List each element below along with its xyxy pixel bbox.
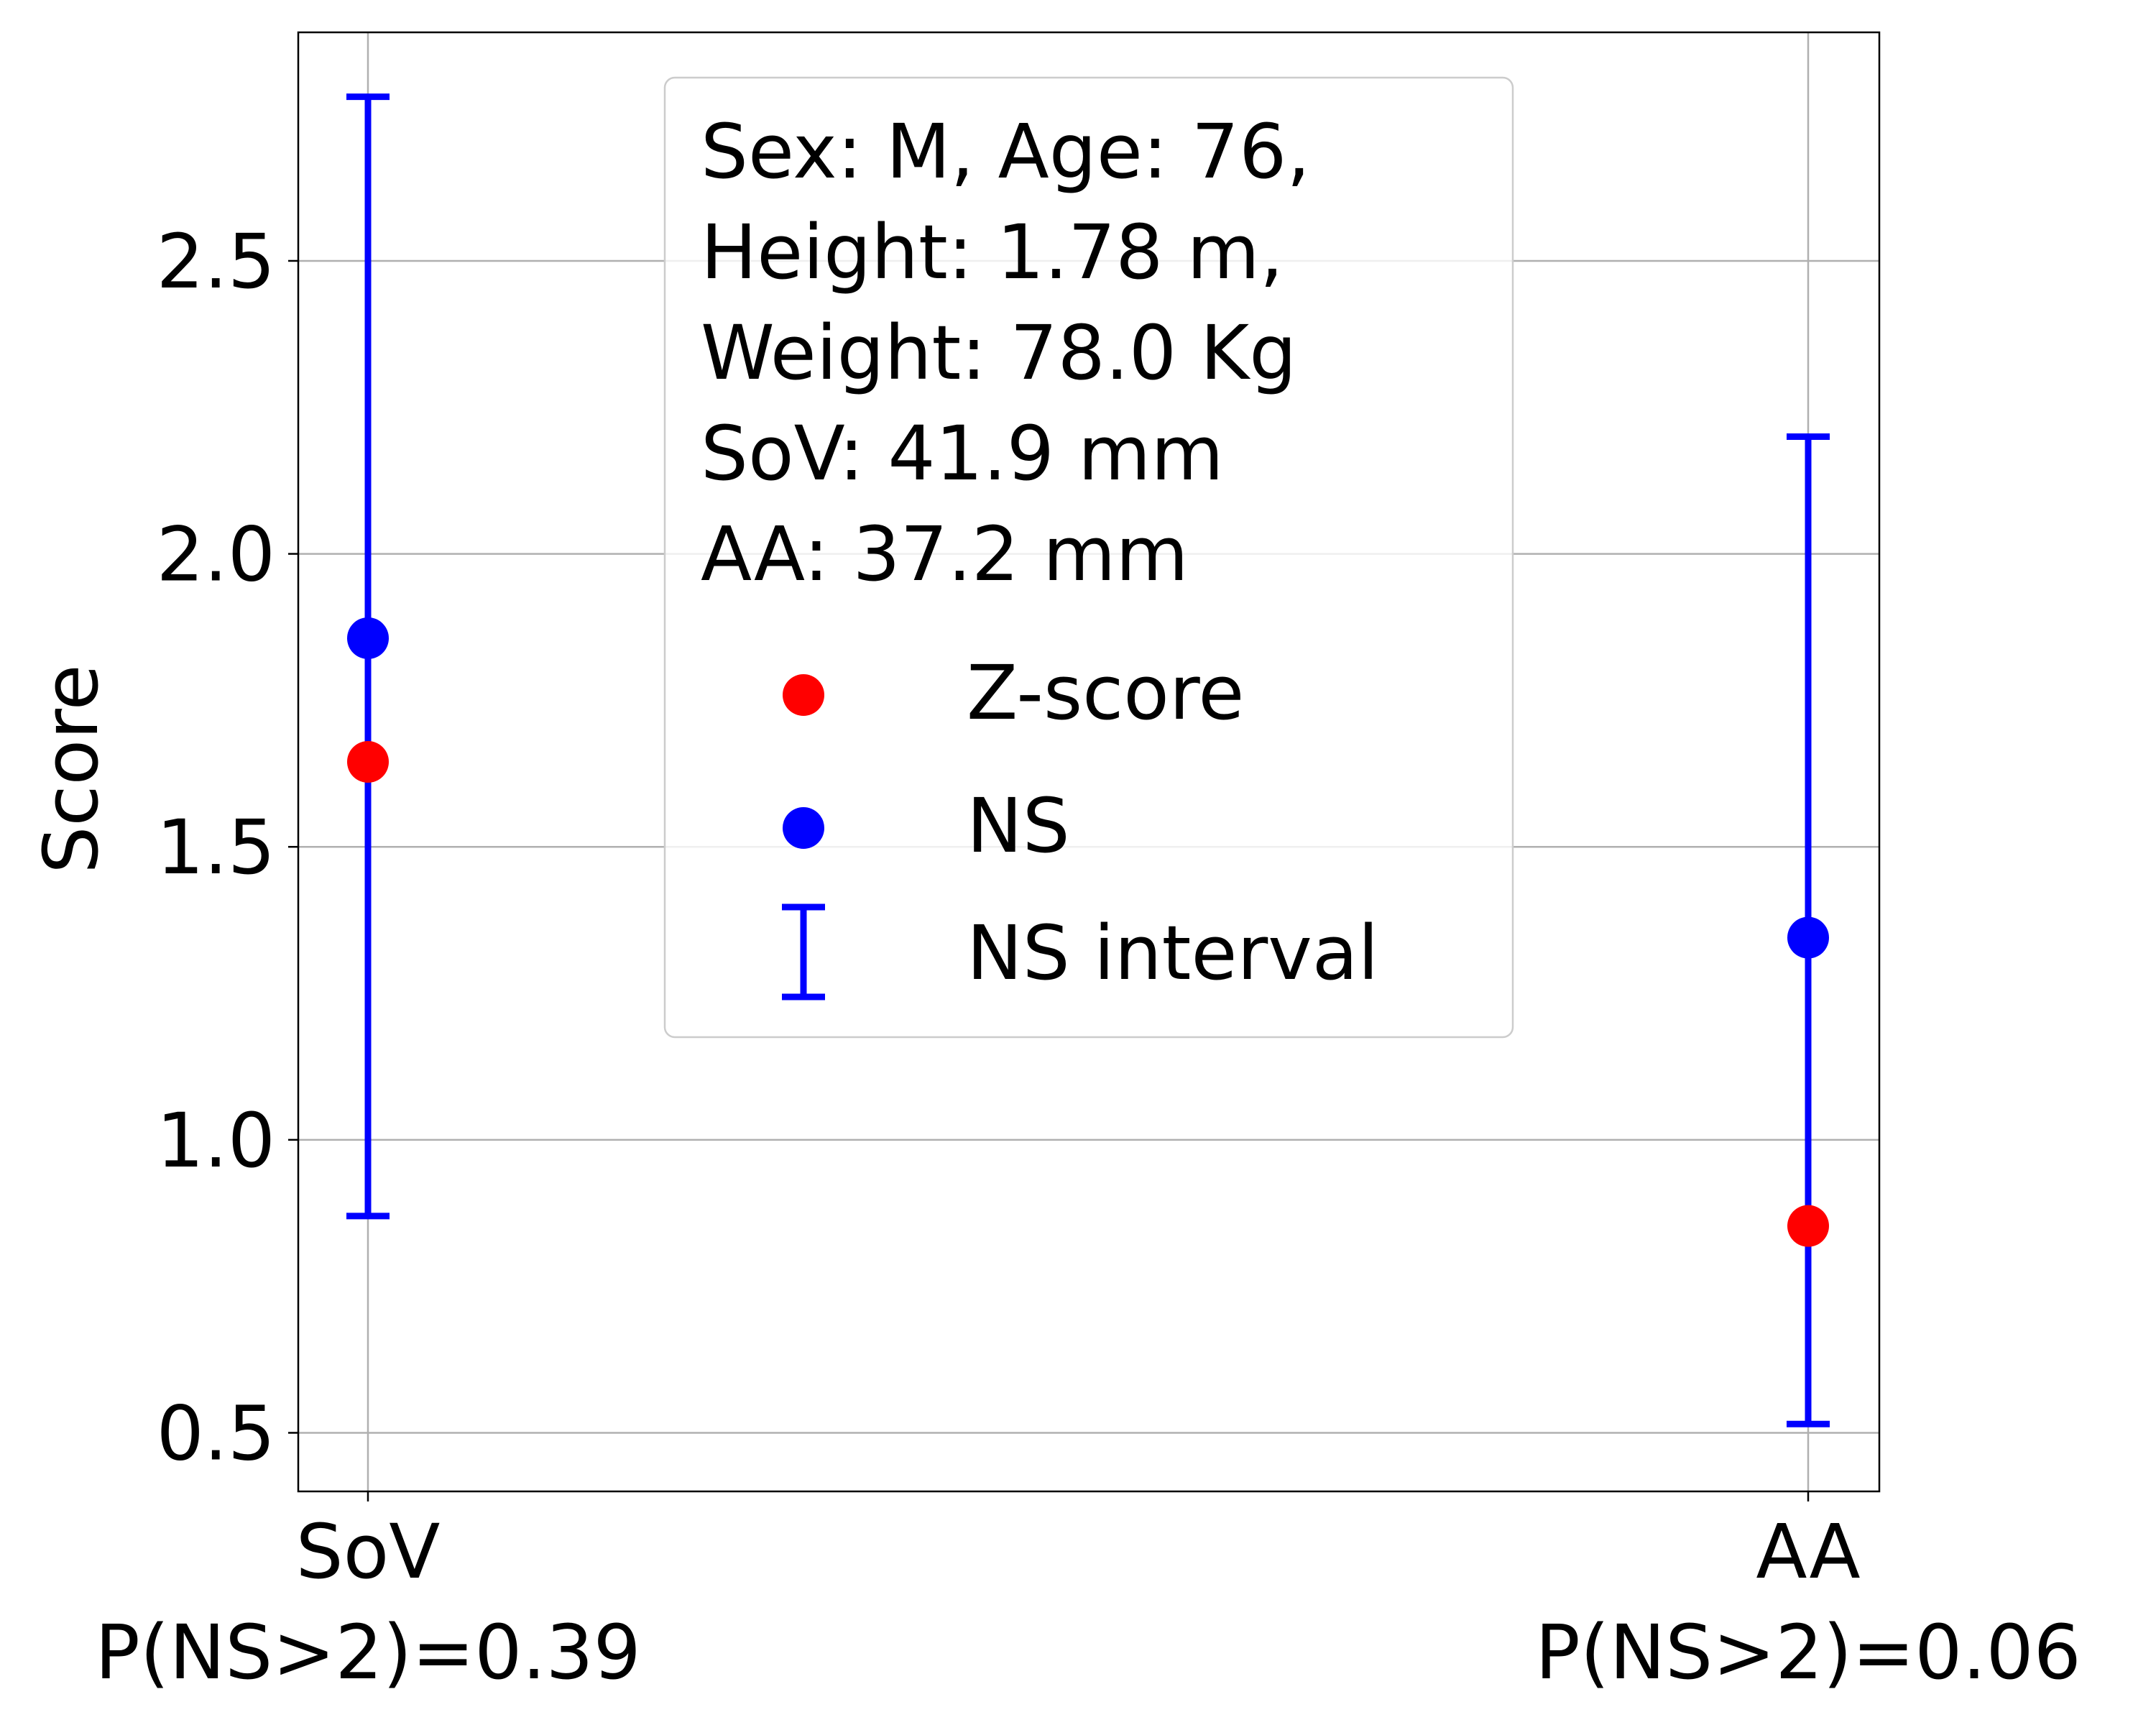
y-tick-label: 1.5 bbox=[157, 804, 275, 891]
legend-info-line: Sex: M, Age: 76, bbox=[701, 108, 1310, 196]
legend-ns-interval-marker bbox=[782, 903, 825, 1000]
legend-ns-interval-label: NS interval bbox=[967, 909, 1378, 997]
x-tick-label: SoV bbox=[296, 1508, 441, 1596]
zscore-point bbox=[1787, 1205, 1829, 1247]
y-tick-label: 2.0 bbox=[157, 511, 275, 599]
legend-ns-label: NS bbox=[967, 782, 1070, 870]
legend-ns-marker bbox=[783, 807, 824, 849]
legend-box bbox=[663, 76, 1514, 1039]
ns-point bbox=[1787, 916, 1829, 959]
zscore-point bbox=[347, 741, 389, 783]
y-tick-label: 2.5 bbox=[157, 218, 275, 305]
x-tick-sublabel: P(NS>2)=0.39 bbox=[95, 1609, 641, 1696]
tick-layer: 0.5 1.0 1.5 2.0 2.5 SoV P(NS>2)=0.39 AA P(NS>2)=… bbox=[95, 218, 2081, 1696]
plot-frame bbox=[297, 31, 1881, 1493]
legend-info-line: SoV: 41.9 mm bbox=[701, 410, 1224, 497]
y-tick-label: 0.5 bbox=[157, 1389, 275, 1477]
y-axis-label: Score bbox=[27, 664, 115, 873]
legend-info-line: Weight: 78.0 Kg bbox=[701, 309, 1296, 397]
legend-info-line: AA: 37.2 mm bbox=[701, 510, 1189, 598]
x-tick-sublabel: P(NS>2)=0.06 bbox=[1535, 1609, 2081, 1696]
legend: Sex: M, Age: 76, Height: 1.78 m, Weight:… bbox=[663, 76, 1514, 1039]
ns-point bbox=[347, 617, 389, 659]
legend-zscore-label: Z-score bbox=[967, 649, 1244, 737]
y-tick-label: 1.0 bbox=[157, 1097, 275, 1184]
x-tick-label: AA bbox=[1756, 1508, 1860, 1596]
legend-info-line: Height: 1.78 m, bbox=[701, 208, 1284, 296]
legend-zscore-marker bbox=[783, 674, 824, 716]
data-layer bbox=[346, 93, 1830, 1427]
